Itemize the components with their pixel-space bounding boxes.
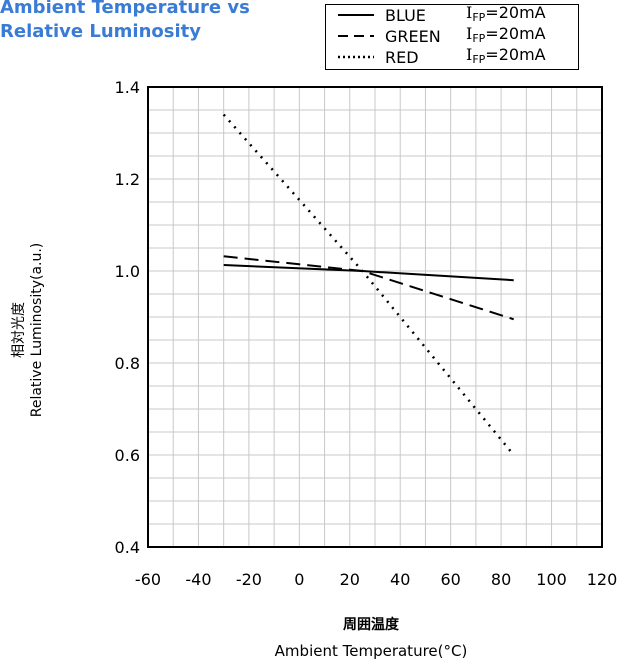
legend-condition-value: =20mA <box>485 24 545 43</box>
legend-condition-blue: IFP=20mA <box>466 3 546 24</box>
legend-label-red: RED <box>385 48 419 67</box>
legend-label-green: GREEN <box>385 27 441 46</box>
legend-condition-red: IFP=20mA <box>466 45 546 66</box>
x-tick-label: 40 <box>390 570 410 589</box>
y-axis-title-en: Relative Luminosity(a.u.) <box>29 242 45 418</box>
y-axis-title: 相対光度 Relative Luminosity(a.u.) <box>10 243 46 418</box>
x-tick-label: -20 <box>236 570 262 589</box>
y-axis-title-cjk: 相対光度 <box>11 302 27 359</box>
legend-condition-green: IFP=20mA <box>466 24 546 45</box>
x-tick-label: -60 <box>135 570 161 589</box>
legend-items: BLUE IFP=20mA GREEN IFP=20mA RED IFP=20mA <box>338 3 546 67</box>
chart-title-line-1: Ambient Temperature vs <box>0 0 250 18</box>
x-axis-title: 周囲温度 Ambient Temperature(°C) <box>275 612 468 664</box>
y-tick-label: 1.2 <box>115 170 140 189</box>
x-tick-label: 60 <box>440 570 460 589</box>
x-tick-label: 100 <box>536 570 567 589</box>
chart-title-line-2: Relative Luminosity <box>0 21 201 42</box>
y-tick-label: 1.4 <box>115 78 140 97</box>
series-lines <box>222 113 515 456</box>
x-axis-title-cjk: 周囲温度 <box>343 617 399 633</box>
x-tick-label: -40 <box>185 570 211 589</box>
series-line-green <box>223 255 515 321</box>
legend-label-blue: BLUE <box>385 6 426 25</box>
x-tick-label: 120 <box>587 570 618 589</box>
series-line-red <box>222 113 515 456</box>
grid <box>148 87 602 547</box>
legend-condition-sub: FP <box>472 11 485 24</box>
x-tick-label: 0 <box>294 570 304 589</box>
legend-condition-value: =20mA <box>485 3 545 22</box>
y-tick-label: 0.8 <box>115 354 140 373</box>
legend-condition-value: =20mA <box>485 45 545 64</box>
chart-title: Ambient Temperature vs Relative Luminosi… <box>0 0 250 44</box>
y-tick-label: 1.0 <box>115 262 140 281</box>
legend-box <box>325 4 579 70</box>
y-tick-label: 0.6 <box>115 446 140 465</box>
x-tick-label: 20 <box>340 570 360 589</box>
x-axis-title-en: Ambient Temperature(°C) <box>274 642 468 660</box>
plot-frame <box>147 86 603 548</box>
legend-condition-sub: FP <box>472 53 485 66</box>
y-tick-label: 0.4 <box>115 538 140 557</box>
x-tick-label: 80 <box>491 570 511 589</box>
ticks: -60 -40 -20 0 20 40 60 80 100 120 0.4 0.6 0.8 1.0 1.2 1… <box>115 78 618 589</box>
legend-condition-sub: FP <box>472 32 485 45</box>
series-line-blue <box>223 264 514 282</box>
